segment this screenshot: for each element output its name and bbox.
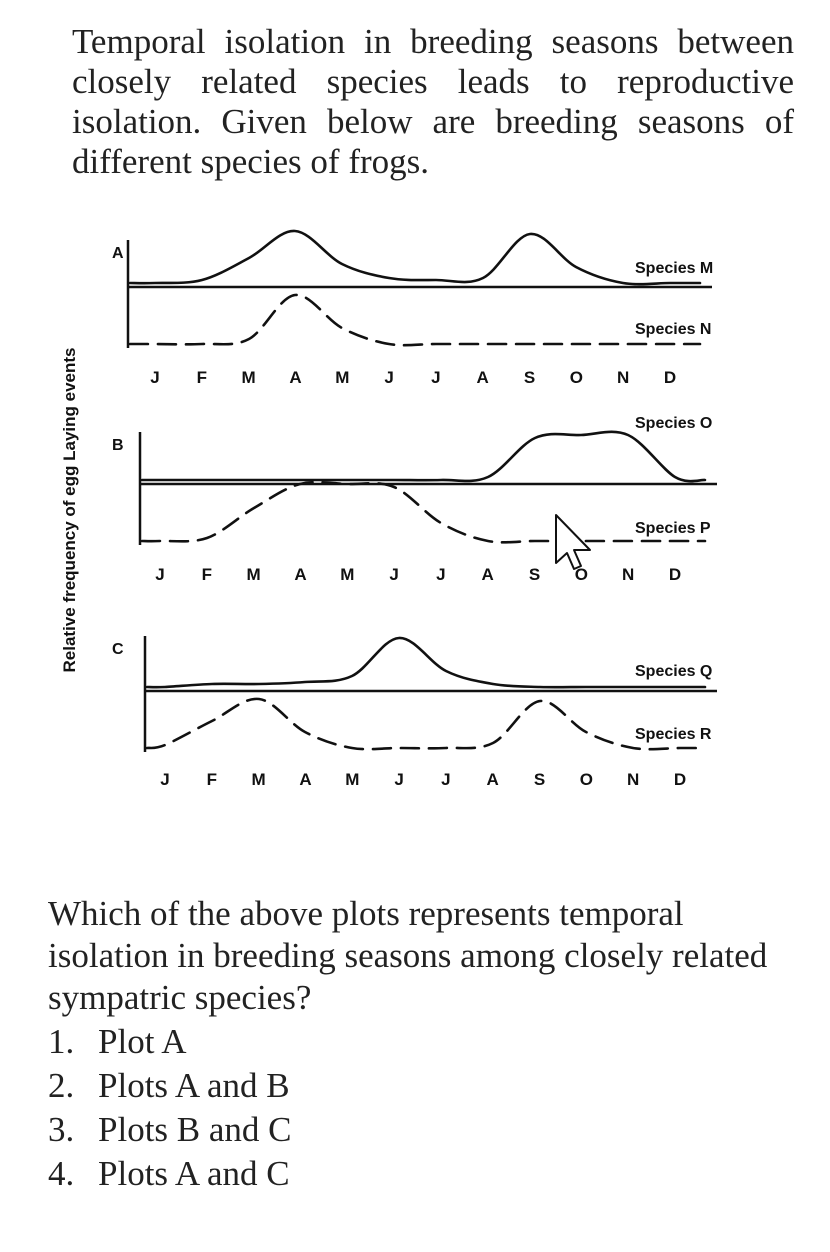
y-axis-label: Relative frequency of egg Laying events bbox=[60, 348, 79, 673]
plot-c-month-label: M bbox=[345, 770, 359, 789]
plot-c-month-label: F bbox=[207, 770, 217, 789]
plot-c-month-label: J bbox=[441, 770, 450, 789]
plot-c-month-label: J bbox=[160, 770, 169, 789]
plot-a-month-label: J bbox=[150, 368, 159, 387]
plot-b-month-label: F bbox=[202, 565, 212, 584]
plot-b-month-label: J bbox=[155, 565, 164, 584]
option-1[interactable]: 1. Plot A bbox=[48, 1022, 187, 1061]
plot-c-month-label: N bbox=[627, 770, 639, 789]
plot-c-series-species-r bbox=[145, 697, 707, 751]
plot-c-month-label: A bbox=[487, 770, 499, 789]
plot-a-month-label: J bbox=[431, 368, 440, 387]
plot-b-month-label: S bbox=[529, 565, 540, 584]
plot-b-month-label: O bbox=[575, 565, 588, 584]
plot-c-month-label: A bbox=[299, 770, 311, 789]
plot-c-series-species-q bbox=[145, 636, 707, 689]
plot-b-series-label: Species P bbox=[635, 520, 711, 537]
plot-a-month-label: M bbox=[335, 368, 349, 387]
plot-a-series-species-m bbox=[128, 229, 702, 286]
plot-a-month-label: M bbox=[242, 368, 256, 387]
plot-b-label: B bbox=[112, 437, 124, 454]
plot-a-month-label: O bbox=[570, 368, 583, 387]
plot-a-label: A bbox=[112, 245, 124, 262]
plot-c-month-label: D bbox=[674, 770, 686, 789]
plot-c-series-label: Species Q bbox=[635, 663, 712, 680]
plot-c-month-label: J bbox=[394, 770, 403, 789]
plot-a-month-label: S bbox=[524, 368, 535, 387]
plot-b-month-label: J bbox=[436, 565, 445, 584]
plot-a-series-label: Species M bbox=[635, 260, 713, 277]
plot-b-month-label: D bbox=[669, 565, 681, 584]
plot-b-month-label: A bbox=[294, 565, 306, 584]
plot-a-month-label: A bbox=[477, 368, 489, 387]
plot-b-month-label: A bbox=[482, 565, 494, 584]
plot-b-series-species-p bbox=[140, 480, 707, 544]
plot-b-series-label: Species O bbox=[635, 415, 712, 432]
mouse-cursor-icon bbox=[555, 514, 591, 570]
plot-a-month-label: J bbox=[384, 368, 393, 387]
plot-b-month-label: J bbox=[389, 565, 398, 584]
plot-c-month-label: S bbox=[534, 770, 545, 789]
answer-options: 1. Plot A 2. Plots A and B 3. Plots B and C… bbox=[48, 1020, 292, 1196]
plot-c-month-label: M bbox=[252, 770, 266, 789]
plot-c-label: C bbox=[112, 641, 124, 658]
plot-b-month-label: N bbox=[622, 565, 634, 584]
plot-b-month-label: M bbox=[247, 565, 261, 584]
plots-group: A Species M Species N J F M A M J J A S O N D B Species … bbox=[112, 229, 717, 789]
plot-c-series-label: Species R bbox=[635, 726, 712, 743]
plot-b-series-species-o bbox=[140, 430, 707, 483]
plot-a-month-label: F bbox=[197, 368, 207, 387]
intro-text: Temporal isolation in breeding seasons b… bbox=[72, 22, 794, 181]
plot-b-month-label: M bbox=[340, 565, 354, 584]
plot-a-month-label: N bbox=[617, 368, 629, 387]
plot-a-month-label: D bbox=[664, 368, 676, 387]
option-4[interactable]: 4. Plots A and C bbox=[48, 1154, 290, 1193]
plot-a-series-label: Species N bbox=[635, 321, 711, 338]
plot-a-series-species-n bbox=[128, 293, 702, 347]
option-2[interactable]: 2. Plots A and B bbox=[48, 1066, 290, 1105]
option-3[interactable]: 3. Plots B and C bbox=[48, 1110, 292, 1149]
question-text: Which of the above plots represents temp… bbox=[48, 894, 768, 1017]
plot-c-month-label: O bbox=[580, 770, 593, 789]
plot-a-month-label: A bbox=[289, 368, 301, 387]
